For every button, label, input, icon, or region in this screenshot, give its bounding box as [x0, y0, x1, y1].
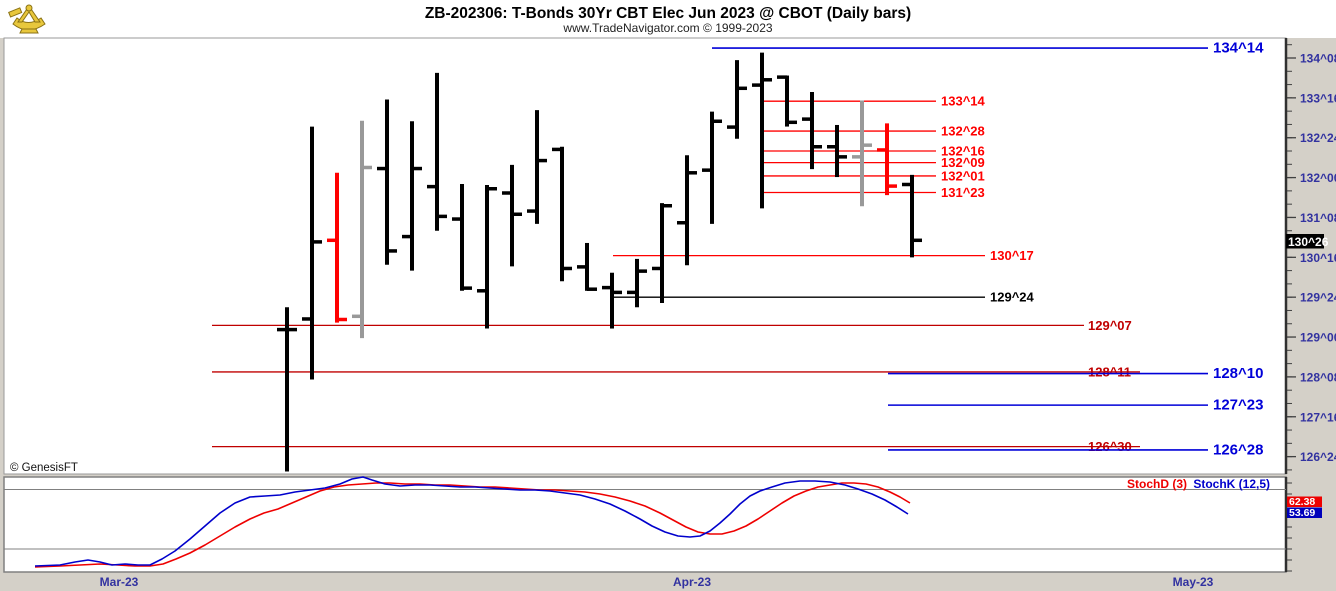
- price-axis-label-130^16: 130^16: [1300, 251, 1336, 265]
- level-label-128^10: 128^10: [1213, 365, 1263, 382]
- level-label-129^24: 129^24: [990, 290, 1035, 305]
- ohlc-bar: [402, 121, 422, 271]
- price-axis-label-132^24: 132^24: [1300, 131, 1336, 145]
- level-label-130^17: 130^17: [990, 248, 1034, 263]
- price-axis: 134^08 133^16 132^24 132^00 131^08 130^16 129^…: [1287, 44, 1336, 572]
- stochd-value-badge: 62.38: [1287, 496, 1322, 508]
- level-label-132^09: 132^09: [941, 155, 985, 170]
- date-axis: Mar-23 Apr-23 May-23: [100, 575, 1214, 589]
- price-axis-label-132^00: 132^00: [1300, 171, 1336, 185]
- price-axis-label-126^24: 126^24: [1300, 450, 1336, 464]
- ohlc-bar: [277, 307, 297, 472]
- ohlc-bar: [677, 155, 697, 266]
- month-label-May-23: May-23: [1173, 575, 1214, 589]
- level-label-127^23: 127^23: [1213, 397, 1263, 414]
- chart-title: ZB-202306: T-Bonds 30Yr CBT Elec Jun 202…: [425, 5, 911, 22]
- level-label-126^30: 126^30: [1088, 439, 1132, 454]
- ohlc-bar: [302, 126, 322, 380]
- ohlc-bar: [452, 183, 472, 291]
- ohlc-bar: [902, 174, 922, 258]
- level-label-134^14: 134^14: [1213, 40, 1264, 57]
- last-price-badge: 130^26: [1286, 234, 1329, 249]
- level-label-132^16: 132^16: [941, 144, 985, 159]
- month-label-Apr-23: Apr-23: [673, 575, 711, 589]
- chart-subtitle: www.TradeNavigator.com © 1999-2023: [562, 21, 772, 35]
- ohlc-bar: [827, 124, 847, 178]
- ohlc-bar: [652, 203, 672, 304]
- ohlc-bar: [502, 164, 522, 267]
- level-label-132^28: 132^28: [941, 124, 985, 139]
- ohlc-bar: [477, 185, 497, 329]
- level-label-132^01: 132^01: [941, 168, 985, 183]
- ohlc-bar: [352, 120, 372, 339]
- stochastic-panel-surface[interactable]: [3, 476, 1287, 573]
- ohlc-bar: [777, 75, 797, 127]
- ohlc-bars: [277, 52, 922, 472]
- price-axis-label-134^08: 134^08: [1300, 52, 1336, 66]
- ohlc-bar: [377, 99, 397, 265]
- level-label-128^11: 128^11: [1088, 364, 1131, 379]
- stochd-curve: [34, 482, 911, 568]
- ohlc-bar: [427, 72, 447, 231]
- price-axis-label-129^00: 129^00: [1300, 331, 1336, 345]
- stochk-legend-label: StochK (12,5): [1193, 477, 1270, 491]
- price-axis-label-131^08: 131^08: [1300, 211, 1336, 225]
- price-axis-label-127^16: 127^16: [1300, 410, 1336, 424]
- ohlc-bar: [702, 111, 722, 224]
- ohlc-bar: [877, 123, 897, 196]
- level-label-131^23: 131^23: [941, 185, 985, 200]
- ohlc-bar: [327, 172, 347, 323]
- stochk-value-badge: 53.69: [1287, 507, 1322, 519]
- ohlc-bar: [552, 146, 572, 282]
- stochk-curve: [34, 476, 909, 567]
- month-label-Mar-23: Mar-23: [100, 575, 139, 589]
- level-label-133^14: 133^14: [941, 94, 986, 109]
- ohlc-bar: [577, 242, 597, 291]
- ohlc-bar: [852, 100, 872, 207]
- ohlc-bar: [752, 52, 772, 209]
- ohlc-bar: [802, 92, 822, 170]
- price-axis-label-128^08: 128^08: [1300, 370, 1336, 384]
- stochk-value: 53.69: [1289, 507, 1315, 519]
- ohlc-bar: [602, 272, 622, 329]
- stochd-value: 62.38: [1289, 496, 1315, 508]
- ohlc-bar: [527, 110, 547, 224]
- ohlc-bar: [727, 60, 747, 139]
- stochd-legend-label: StochD (3): [1127, 477, 1187, 491]
- level-label-129^07: 129^07: [1088, 318, 1132, 333]
- price-axis-label-133^16: 133^16: [1300, 91, 1336, 105]
- ohlc-bar: [627, 258, 647, 308]
- price-axis-label-129^24: 129^24: [1300, 291, 1336, 305]
- genesisft-watermark: © GenesisFT: [10, 462, 78, 474]
- title-strip: [0, 0, 1336, 38]
- level-label-126^28: 126^28: [1213, 441, 1263, 458]
- stochastic-curves: [4, 476, 1286, 568]
- last-price-value: 130^26: [1288, 235, 1329, 249]
- genesis-logo-icon: [8, 4, 46, 34]
